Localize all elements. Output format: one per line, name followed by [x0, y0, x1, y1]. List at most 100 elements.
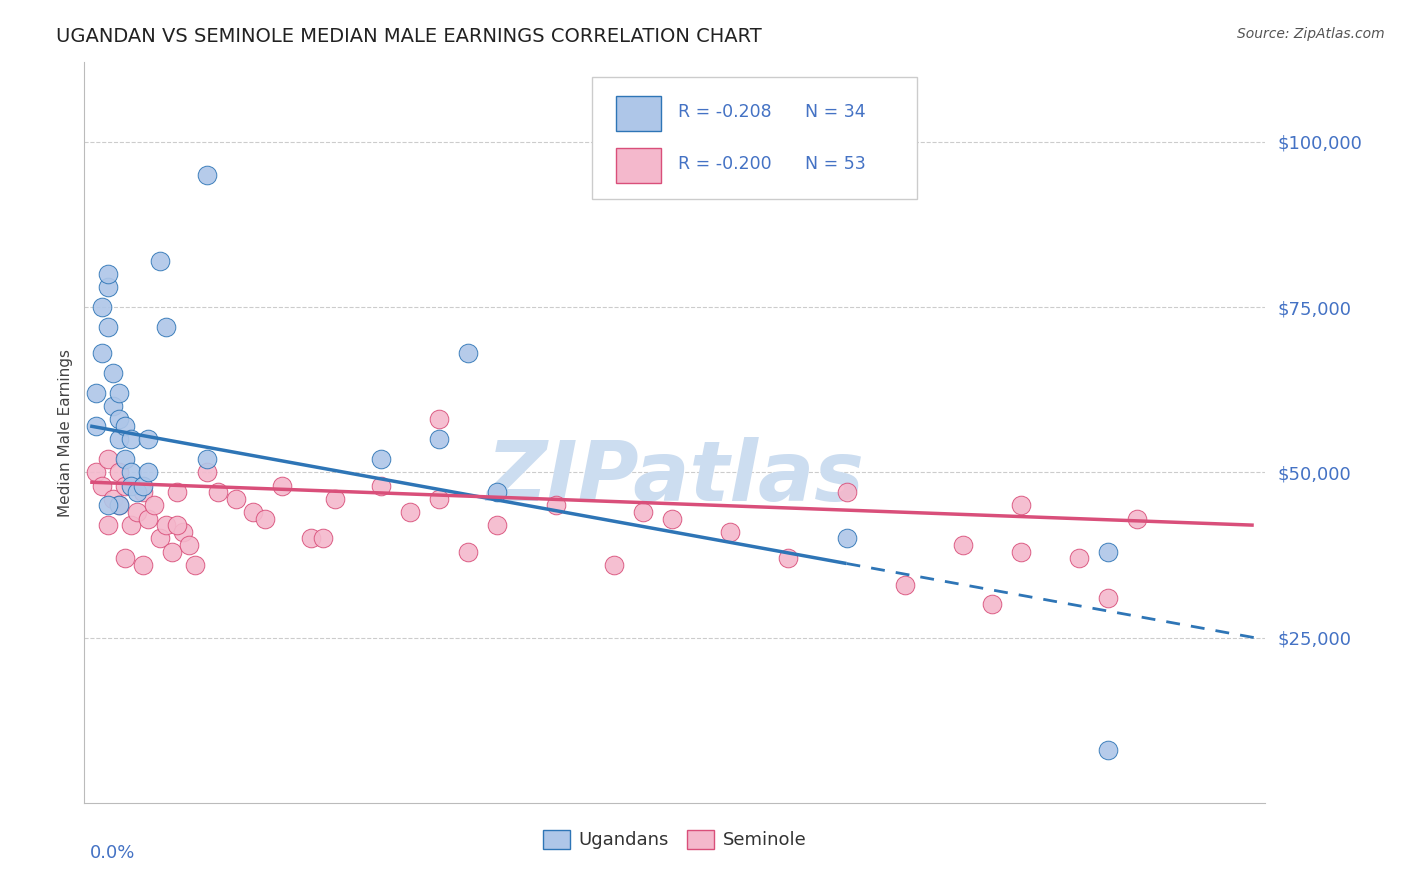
Y-axis label: Median Male Earnings: Median Male Earnings [58, 349, 73, 516]
Point [90, 346, 112, 360]
Point [1097, 743, 1119, 757]
Point [952, 538, 974, 552]
Point [370, 478, 392, 492]
Point [399, 505, 422, 519]
Point [172, 524, 194, 539]
Point [1097, 544, 1119, 558]
Point [114, 452, 136, 467]
Point [195, 168, 218, 182]
Point [299, 532, 322, 546]
Point [195, 452, 218, 467]
Point [718, 524, 741, 539]
Point [242, 505, 264, 519]
Point [108, 499, 131, 513]
Point [108, 386, 131, 401]
Point [603, 558, 626, 572]
Point [97, 499, 120, 513]
Point [143, 499, 166, 513]
Point [138, 511, 160, 525]
Point [131, 478, 153, 492]
Point [90, 478, 112, 492]
Point [457, 346, 479, 360]
Text: 0.0%: 0.0% [90, 844, 135, 862]
Point [149, 253, 172, 268]
Point [835, 532, 858, 546]
Point [108, 412, 131, 426]
Point [1010, 499, 1032, 513]
Point [97, 280, 120, 294]
Point [149, 532, 172, 546]
Point [108, 432, 131, 446]
Point [108, 465, 131, 479]
Text: R = -0.208: R = -0.208 [679, 103, 772, 121]
Point [97, 267, 120, 281]
Point [114, 478, 136, 492]
Point [114, 419, 136, 434]
Point [108, 499, 131, 513]
Point [131, 558, 153, 572]
Point [120, 518, 142, 533]
Point [835, 485, 858, 500]
Point [97, 518, 120, 533]
Point [125, 505, 148, 519]
Point [207, 485, 229, 500]
Point [981, 598, 1004, 612]
Point [323, 491, 346, 506]
Text: R = -0.200: R = -0.200 [679, 155, 772, 173]
Bar [616, 147, 661, 183]
Point [166, 485, 188, 500]
Point [138, 465, 160, 479]
Point [195, 465, 218, 479]
Point [184, 558, 207, 572]
Point [120, 478, 142, 492]
FancyBboxPatch shape [592, 78, 917, 200]
Point [120, 432, 142, 446]
Point [544, 499, 567, 513]
Point [125, 485, 148, 500]
Point [84, 386, 107, 401]
Text: N = 34: N = 34 [804, 103, 866, 121]
Text: UGANDAN VS SEMINOLE MEDIAN MALE EARNINGS CORRELATION CHART: UGANDAN VS SEMINOLE MEDIAN MALE EARNINGS… [56, 27, 762, 45]
Point [84, 465, 107, 479]
Point [253, 511, 276, 525]
Point [486, 518, 509, 533]
Point [427, 491, 450, 506]
Point [160, 544, 183, 558]
Point [271, 478, 294, 492]
Point [893, 577, 915, 591]
Point [370, 452, 392, 467]
Point [312, 532, 335, 546]
Point [84, 419, 107, 434]
Point [1126, 511, 1149, 525]
Point [103, 399, 125, 413]
Point [1010, 544, 1032, 558]
Point [225, 491, 247, 506]
Text: Source: ZipAtlas.com: Source: ZipAtlas.com [1237, 27, 1385, 41]
Point [97, 319, 120, 334]
Text: ZIPatlas: ZIPatlas [486, 436, 863, 517]
Point [97, 452, 120, 467]
Point [90, 300, 112, 314]
Point [631, 505, 654, 519]
Point [1097, 591, 1119, 605]
Point [131, 485, 153, 500]
Point [138, 432, 160, 446]
Point [120, 465, 142, 479]
Point [661, 511, 683, 525]
Point [427, 432, 450, 446]
Point [1069, 551, 1091, 566]
Point [155, 518, 177, 533]
Text: N = 53: N = 53 [804, 155, 866, 173]
Bar [616, 95, 661, 131]
Point [103, 491, 125, 506]
Point [155, 319, 177, 334]
Point [486, 485, 509, 500]
Point [457, 544, 479, 558]
Point [166, 518, 188, 533]
Point [103, 366, 125, 380]
Legend: Ugandans, Seminole: Ugandans, Seminole [536, 823, 814, 856]
Point [778, 551, 800, 566]
Point [114, 551, 136, 566]
Point [427, 412, 450, 426]
Point [177, 538, 200, 552]
